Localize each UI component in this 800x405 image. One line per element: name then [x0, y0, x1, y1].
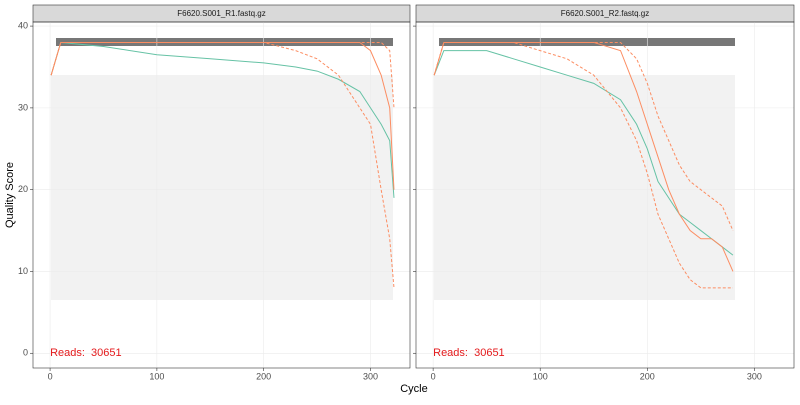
y-tick-label: 30 — [18, 102, 28, 112]
x-tick-label: 300 — [747, 371, 762, 381]
annotation: Reads: 30651 — [50, 347, 122, 359]
x-tick-label: 100 — [149, 371, 164, 381]
y-axis-title: Quality Score — [4, 162, 16, 228]
panel-border — [415, 21, 795, 369]
x-tick-label: 200 — [640, 371, 655, 381]
series-line — [433, 41, 734, 231]
y-tick-label: 40 — [18, 20, 28, 30]
annotation: Reads: 30651 — [433, 347, 505, 359]
x-tick-label: 0 — [48, 371, 53, 381]
strip-title: F6620.S001_R2.fastq.gz — [561, 9, 650, 18]
y-tick-label: 10 — [18, 266, 28, 276]
y-tick-label: 0 — [23, 348, 28, 358]
x-axis-title: Cycle — [400, 383, 428, 395]
strip-title: F6620.S001_R1.fastq.gz — [177, 9, 266, 18]
series-line — [50, 41, 395, 108]
series-line — [433, 41, 734, 272]
x-tick-label: 0 — [431, 371, 436, 381]
x-tick-label: 300 — [363, 371, 378, 381]
heatmap-bg — [434, 75, 735, 300]
series-line — [433, 50, 734, 256]
x-tick-label: 100 — [533, 371, 548, 381]
y-tick-label: 20 — [18, 184, 28, 194]
series-line — [50, 41, 395, 198]
x-tick-label: 200 — [256, 371, 271, 381]
panel-border — [32, 21, 411, 369]
series-line — [433, 41, 733, 289]
heatmap-bg — [51, 75, 393, 300]
